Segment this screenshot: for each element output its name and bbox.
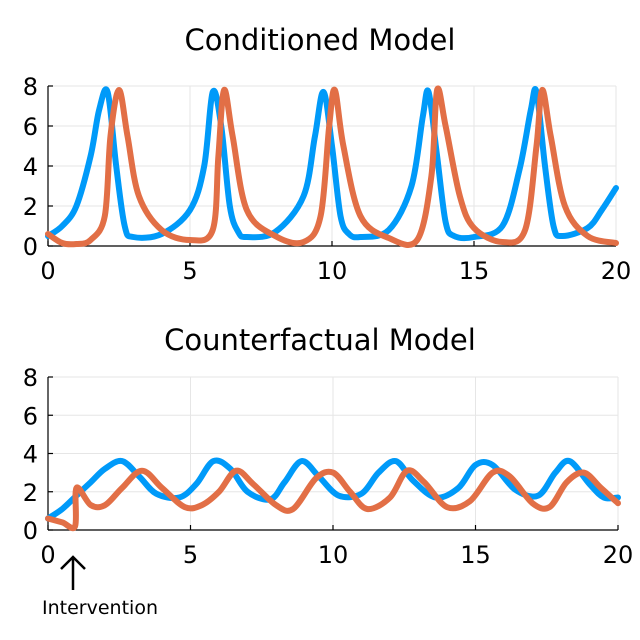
x-tick-label: 10 — [318, 541, 349, 569]
chart-conditioned: Conditioned Model 0 5 10 15 20 0 2 4 6 8 — [23, 23, 632, 285]
series-line — [45, 86, 619, 242]
series-line — [45, 85, 619, 248]
x-tick-label: 5 — [182, 257, 197, 285]
x-tick-label: 20 — [601, 257, 632, 285]
axes — [47, 376, 619, 531]
chart-counterfactual: Counterfactual Model 0 5 10 15 20 0 2 4 6 8 Inter… — [23, 323, 634, 619]
y-tick-label: 4 — [23, 441, 38, 469]
x-tick-label: 5 — [183, 541, 198, 569]
arrow-up-icon — [60, 555, 86, 590]
x-tick-label: 0 — [40, 257, 55, 285]
y-tick-label: 6 — [23, 402, 38, 430]
x-tick-label: 0 — [40, 541, 55, 569]
tick-labels: 0 5 10 15 20 0 2 4 6 8 — [23, 364, 634, 569]
series-lines — [45, 457, 621, 532]
chart-title: Counterfactual Model — [164, 323, 476, 357]
y-tick-label: 0 — [23, 517, 38, 545]
x-tick-label: 20 — [603, 541, 634, 569]
y-tick-label: 2 — [23, 479, 38, 507]
intervention-annotation: Intervention — [42, 555, 158, 619]
x-tick-label: 15 — [459, 257, 490, 285]
y-tick-label: 2 — [23, 193, 38, 221]
y-tick-label: 4 — [23, 153, 38, 181]
intervention-label: Intervention — [42, 597, 158, 619]
grid-lines — [47, 376, 619, 531]
y-tick-label: 8 — [23, 73, 38, 101]
tick-labels: 0 5 10 15 20 0 2 4 6 8 — [23, 73, 632, 285]
y-tick-label: 0 — [23, 233, 38, 261]
chart-title: Conditioned Model — [185, 23, 456, 57]
series-lines — [45, 85, 619, 248]
x-tick-label: 10 — [317, 257, 348, 285]
y-tick-label: 8 — [23, 364, 38, 392]
series-line — [45, 467, 621, 532]
x-tick-label: 15 — [460, 541, 491, 569]
y-tick-label: 6 — [23, 113, 38, 141]
